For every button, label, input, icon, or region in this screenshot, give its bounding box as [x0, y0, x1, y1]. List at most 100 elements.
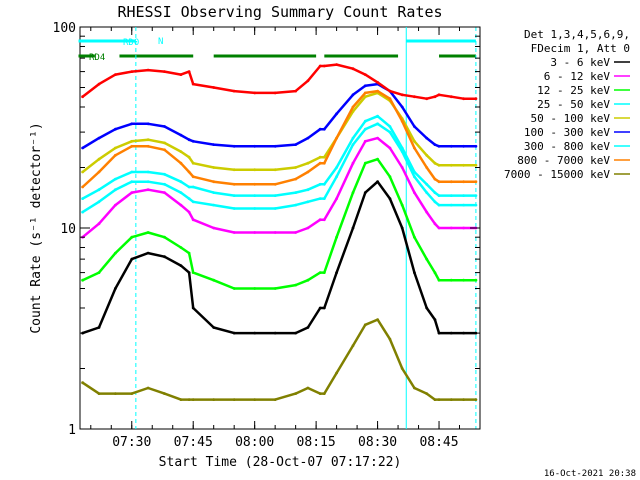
- data-point-100-300-kev: [191, 139, 195, 143]
- data-point-100-300-kev: [114, 127, 117, 131]
- data-point-6-12-kev: [191, 218, 195, 222]
- data-point-25-50-kev: [462, 203, 465, 207]
- data-point-300-800-kev: [273, 194, 277, 198]
- legend-label: 12 - 25 keV: [537, 84, 610, 97]
- data-point-100-300-kev: [425, 136, 429, 140]
- data-point-6-12-kev: [294, 231, 297, 234]
- data-point-12-25-kev: [232, 287, 236, 290]
- data-point-300-800-kev: [351, 136, 355, 140]
- data-point-300-800-kev: [179, 180, 183, 184]
- data-point-100-300-kev: [363, 84, 367, 88]
- data-point-100-300-kev: [474, 144, 478, 148]
- data-point-7000-15000-kev: [294, 392, 297, 395]
- data-point-unlabeled-series: [81, 95, 84, 99]
- data-point-unlabeled-series: [273, 91, 277, 95]
- series-layer: [81, 63, 478, 401]
- data-point-50-100-kev: [318, 155, 322, 159]
- data-point-3-6-kev: [433, 318, 437, 321]
- data-point-unlabeled-series: [351, 67, 355, 71]
- data-point-25-50-kev: [212, 203, 216, 207]
- data-point-6-12-kev: [425, 210, 429, 214]
- legend: Det 1,3,4,5,6,9,FDecim 1, Att 03 - 6 keV…: [504, 28, 630, 181]
- data-point-800-7000-kev: [433, 177, 437, 181]
- data-point-unlabeled-series: [187, 70, 191, 73]
- data-point-12-25-kev: [114, 251, 117, 255]
- legend-label: 6 - 12 keV: [544, 70, 611, 83]
- data-point-7000-15000-kev: [363, 323, 367, 327]
- data-point-6-12-kev: [449, 226, 453, 230]
- legend-label: 50 - 100 keV: [531, 112, 611, 125]
- data-point-800-7000-kev: [400, 119, 404, 123]
- data-point-7000-15000-kev: [81, 381, 84, 385]
- flag-label-rd4: RD4: [89, 53, 105, 63]
- x-axis-label: Start Time (28-Oct-07 07:17:22): [159, 455, 402, 470]
- data-point-unlabeled-series: [449, 95, 453, 99]
- data-point-unlabeled-series: [191, 82, 195, 86]
- plot-frame: [79, 26, 481, 430]
- data-point-25-50-kev: [363, 127, 367, 131]
- x-tick-label: 08:00: [235, 435, 274, 450]
- data-point-7000-15000-kev: [253, 398, 257, 401]
- data-point-800-7000-kev: [449, 180, 453, 184]
- data-point-6-12-kev: [146, 188, 150, 192]
- data-point-300-800-kev: [388, 125, 392, 128]
- data-point-6-12-kev: [179, 203, 183, 207]
- data-point-7000-15000-kev: [351, 344, 355, 347]
- data-point-50-100-kev: [474, 163, 478, 167]
- data-point-7000-15000-kev: [376, 318, 379, 321]
- data-point-100-300-kev: [253, 144, 257, 148]
- data-point-800-7000-kev: [306, 170, 310, 174]
- data-point-100-300-kev: [400, 105, 404, 109]
- data-point-100-300-kev: [212, 143, 216, 147]
- data-point-50-100-kev: [433, 161, 437, 165]
- data-point-12-25-kev: [437, 278, 441, 282]
- data-point-300-800-kev: [187, 185, 191, 189]
- data-point-300-800-kev: [433, 191, 437, 195]
- data-point-7000-15000-kev: [433, 398, 437, 401]
- data-point-800-7000-kev: [130, 144, 134, 148]
- data-point-25-50-kev: [433, 200, 437, 204]
- data-point-3-6-kev: [449, 331, 453, 335]
- legend-header: Det 1,3,4,5,6,9,: [524, 28, 630, 41]
- data-point-6-12-kev: [433, 222, 437, 226]
- data-point-100-300-kev: [163, 125, 166, 128]
- data-point-12-25-kev: [351, 191, 355, 195]
- data-point-12-25-kev: [388, 175, 392, 179]
- data-point-unlabeled-series: [97, 82, 101, 86]
- data-point-800-7000-kev: [413, 146, 416, 150]
- series-line-100-300-kev: [81, 82, 476, 150]
- data-point-12-25-kev: [130, 235, 134, 239]
- data-point-7000-15000-kev: [187, 398, 191, 401]
- data-point-3-6-kev: [97, 326, 101, 329]
- data-point-300-800-kev: [114, 177, 117, 181]
- data-point-300-800-kev: [232, 194, 236, 198]
- legend-label: 7000 - 15000 keV: [504, 168, 610, 181]
- data-point-300-800-kev: [363, 119, 367, 123]
- data-point-300-800-kev: [437, 194, 441, 198]
- data-point-800-7000-kev: [191, 175, 195, 179]
- data-point-unlabeled-series: [322, 64, 326, 68]
- data-point-unlabeled-series: [306, 79, 310, 83]
- data-point-800-7000-kev: [318, 161, 322, 165]
- data-point-unlabeled-series: [462, 97, 465, 101]
- data-point-unlabeled-series: [212, 86, 216, 89]
- data-point-25-50-kev: [425, 191, 429, 195]
- data-point-3-6-kev: [114, 287, 117, 290]
- x-tick-label: 08:45: [419, 435, 458, 450]
- data-point-800-7000-kev: [273, 182, 277, 186]
- data-point-12-25-kev: [363, 161, 367, 165]
- data-point-25-50-kev: [318, 197, 322, 201]
- data-point-800-7000-kev: [179, 161, 183, 165]
- data-point-3-6-kev: [232, 331, 236, 335]
- data-point-6-12-kev: [130, 191, 134, 195]
- data-point-3-6-kev: [294, 331, 297, 335]
- data-point-3-6-kev: [335, 271, 338, 274]
- data-point-25-50-kev: [81, 210, 84, 214]
- data-point-800-7000-kev: [437, 180, 441, 184]
- data-point-300-800-kev: [335, 166, 338, 169]
- data-point-6-12-kev: [163, 191, 166, 195]
- data-point-300-800-kev: [306, 188, 310, 192]
- data-point-25-50-kev: [322, 197, 326, 201]
- data-point-800-7000-kev: [146, 144, 150, 148]
- data-point-100-300-kev: [294, 143, 297, 147]
